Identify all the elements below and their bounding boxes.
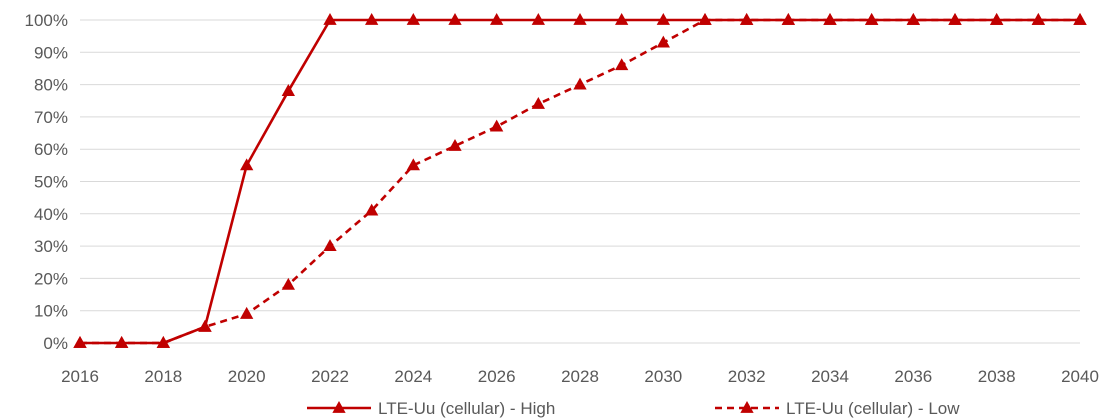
data-point-low — [531, 96, 545, 109]
y-tick-label: 20% — [34, 269, 68, 288]
y-tick-label: 100% — [25, 11, 68, 30]
data-point-low — [281, 277, 295, 290]
data-point-low — [73, 336, 87, 348]
data-point-high — [656, 13, 670, 25]
data-point-low — [448, 138, 462, 151]
x-tick-label: 2020 — [228, 367, 266, 386]
data-point-high — [615, 13, 629, 25]
data-point-high — [281, 84, 295, 96]
y-tick-label: 30% — [34, 237, 68, 256]
x-tick-label: 2038 — [978, 367, 1016, 386]
data-point-low — [906, 13, 920, 25]
y-tick-label: 50% — [34, 173, 68, 192]
legend-label: LTE-Uu (cellular) - High — [378, 399, 555, 418]
data-point-high — [448, 13, 462, 25]
y-tick-label: 80% — [34, 76, 68, 95]
y-tick-label: 60% — [34, 140, 68, 159]
data-point-low — [656, 35, 670, 48]
data-point-low — [573, 77, 587, 90]
y-tick-label: 10% — [34, 302, 68, 321]
legend-swatch-marker — [740, 401, 754, 413]
gridlines — [80, 19, 1080, 344]
legend: LTE-Uu (cellular) - High LTE-Uu (cellular… — [307, 399, 960, 418]
data-point-high — [490, 13, 504, 25]
x-tick-label: 2036 — [894, 367, 932, 386]
x-tick-label: 2016 — [61, 367, 99, 386]
data-point-low — [240, 306, 254, 319]
data-point-high — [531, 13, 545, 25]
y-tick-label: 90% — [34, 43, 68, 62]
data-point-low — [865, 13, 879, 25]
data-point-low — [615, 58, 629, 71]
x-tick-label: 2034 — [811, 367, 849, 386]
data-point-low — [740, 13, 754, 25]
data-point-high — [323, 13, 337, 25]
x-tick-label: 2030 — [644, 367, 682, 386]
data-point-low — [198, 319, 212, 332]
data-point-low — [948, 13, 962, 25]
data-point-low — [781, 13, 795, 25]
legend-label: LTE-Uu (cellular) - Low — [786, 399, 960, 418]
x-tick-label: 2026 — [478, 367, 516, 386]
x-tick-label: 2018 — [144, 367, 182, 386]
y-tick-label: 0% — [43, 334, 68, 353]
data-point-low — [323, 239, 337, 251]
y-axis-ticks: 0% 10% 20% 30% 40% 50% 60% 70% 80% 90% 100% — [25, 11, 68, 353]
data-point-low — [406, 158, 420, 171]
data-point-low — [990, 13, 1004, 25]
y-tick-label: 70% — [34, 108, 68, 127]
data-point-high — [365, 13, 379, 25]
data-point-low — [365, 203, 379, 216]
data-point-high — [573, 13, 587, 25]
data-point-high — [240, 158, 254, 171]
data-point-high — [406, 13, 420, 25]
data-point-low — [823, 13, 837, 25]
data-point-low — [698, 13, 712, 25]
series-group — [73, 13, 1087, 348]
x-tick-label: 2040 — [1061, 367, 1099, 386]
data-point-low — [156, 336, 170, 348]
data-point-low — [1073, 13, 1087, 25]
x-axis-ticks: 2016 2018 2020 2022 2024 2026 2028 2030 2032 2034… — [61, 367, 1099, 386]
x-tick-label: 2028 — [561, 367, 599, 386]
data-point-low — [490, 119, 504, 132]
x-tick-label: 2024 — [394, 367, 432, 386]
y-tick-label: 40% — [34, 205, 68, 224]
data-point-low — [1031, 13, 1045, 25]
data-point-low — [115, 336, 129, 348]
x-tick-label: 2032 — [728, 367, 766, 386]
x-tick-label: 2022 — [311, 367, 349, 386]
legend-swatch-marker — [332, 401, 346, 413]
